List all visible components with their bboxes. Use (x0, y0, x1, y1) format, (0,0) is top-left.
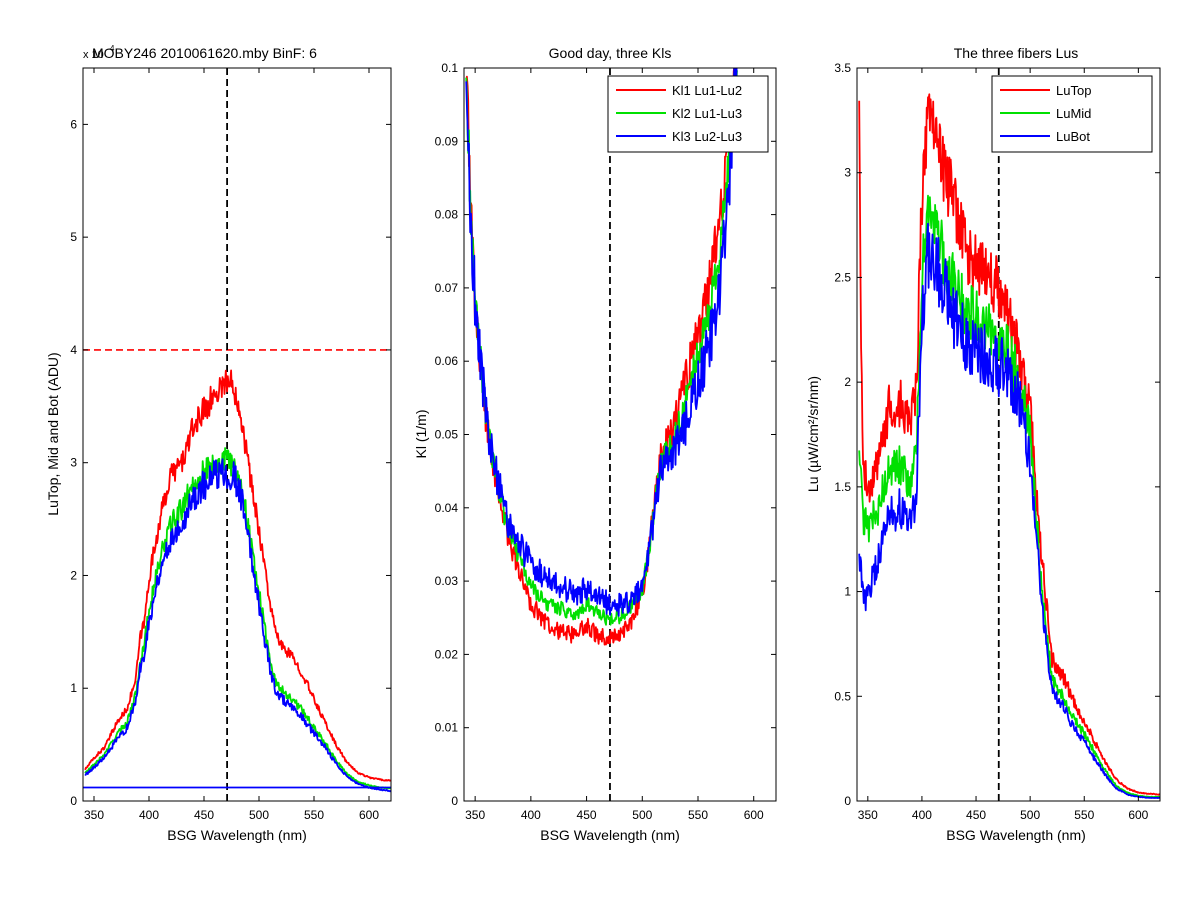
y-tick-label: 2.5 (834, 270, 851, 284)
x-tick-label: 500 (249, 808, 269, 822)
legend-label: LuMid (1056, 106, 1091, 121)
y-tick-label: 0.5 (834, 689, 851, 703)
panel-3-y-axis-label: Lu (µW/cm²/sr/nm) (805, 376, 821, 492)
y-tick-label: 0 (70, 794, 77, 808)
panel-3-title: The three fibers Lus (954, 45, 1079, 61)
y-tick-label: 0.06 (435, 354, 459, 368)
plot-area-2 (465, 68, 738, 801)
plot-area-3 (858, 68, 1160, 801)
x-tick-label: 600 (359, 808, 379, 822)
series-line-2 (465, 68, 738, 626)
x-tick-label: 450 (966, 808, 986, 822)
y-tick-label: 0.03 (435, 574, 459, 588)
panel-3-axes: 350 400 450 500 550 60000.511.522.533.5LuTopL… (834, 61, 1161, 822)
panel-2-y-axis-label: Kl (1/m) (413, 410, 429, 459)
x-tick-label: 400 (521, 808, 541, 822)
x-tick-label: 600 (744, 808, 764, 822)
series-line-1 (84, 369, 391, 782)
legend: Kl1 Lu1-Lu2 Kl2 Lu1-Lu3 Kl3 Lu2-Lu3 (607, 75, 769, 153)
panel-1-title: MOBY246 2010061620.mby BinF: 6 (92, 45, 317, 61)
axes-box (82, 67, 392, 802)
legend-label: LuBot (1056, 129, 1090, 144)
panel-2: Good day, three Kls 350 400 450 500 550 600 0 0… (413, 45, 777, 843)
y-tick-label: 0.05 (435, 428, 459, 442)
y-tick-label: 0.07 (435, 281, 459, 295)
panel-1-x-axis-label: BSG Wavelength (nm) (167, 827, 307, 843)
x-tick-label: 550 (688, 808, 708, 822)
y-tick-label: 0.02 (435, 647, 459, 661)
y-tick-label: 3.5 (834, 61, 851, 75)
series-line-1 (858, 93, 1160, 796)
plot-area-1 (83, 68, 391, 801)
y-tick-label: 0 (451, 794, 458, 808)
panel-1-y-axis-label: LuTop, Mid and Bot (ADU) (45, 352, 61, 515)
x-tick-label: 350 (84, 808, 104, 822)
legend-label: Kl2 Lu1-Lu3 (672, 106, 742, 121)
legend-label: Kl1 Lu1-Lu2 (672, 83, 742, 98)
legend-label: LuTop (1056, 83, 1091, 98)
y-tick-label: 3 (844, 166, 851, 180)
x-tick-label: 550 (1074, 808, 1094, 822)
legend-label: Kl3 Lu2-Lu3 (672, 129, 742, 144)
legend: LuTop LuMid LuBot (991, 75, 1153, 153)
x-tick-label: 400 (912, 808, 932, 822)
series-line-1 (465, 68, 738, 646)
x-tick-label: 450 (194, 808, 214, 822)
y-tick-label: 0 (844, 794, 851, 808)
y-tick-label: 1 (844, 585, 851, 599)
series-line-3 (858, 222, 1160, 799)
axes-box (856, 67, 1161, 802)
x-tick-label: 400 (139, 808, 159, 822)
y-tick-label: 5 (70, 230, 77, 244)
panel-1: MOBY246 2010061620.mby BinF: 6 x 10 4 35… (45, 44, 392, 843)
panel-1-y-exponent: x 10 (83, 49, 104, 61)
panel-2-title: Good day, three Kls (549, 45, 672, 61)
y-tick-label: 0.04 (435, 501, 459, 515)
panel-1-y-exponent-power: 4 (110, 44, 115, 53)
y-tick-label: 6 (70, 117, 77, 131)
panel-2-x-axis-label: BSG Wavelength (nm) (540, 827, 680, 843)
y-tick-label: 0.09 (435, 134, 459, 148)
x-tick-label: 600 (1128, 808, 1148, 822)
x-tick-label: 350 (858, 808, 878, 822)
panel-1-axes: 350 400 450 500 550 600 0 1 2 3 4 5 6 (70, 67, 392, 822)
panel-3: The three fibers Lus 350 400 450 500 550 600 0… (805, 45, 1161, 843)
y-tick-label: 0.08 (435, 208, 459, 222)
x-tick-label: 550 (304, 808, 324, 822)
x-tick-label: 350 (465, 808, 485, 822)
x-tick-label: 500 (1020, 808, 1040, 822)
y-tick-label: 0.01 (435, 721, 459, 735)
x-tick-label: 500 (632, 808, 652, 822)
y-tick-label: 2 (70, 568, 77, 582)
series-line-3 (84, 458, 391, 793)
y-tick-label: 1 (70, 681, 77, 695)
y-tick-label: 3 (70, 456, 77, 470)
y-tick-label: 0.1 (441, 61, 458, 75)
y-tick-label: 2 (844, 375, 851, 389)
y-tick-label: 4 (70, 343, 77, 357)
series-line-3 (465, 68, 738, 617)
panel-2-axes: 350 400 450 500 550 600 0 0.01 0.02 0.03 0.04 0.05 0… (435, 61, 777, 822)
x-tick-label: 450 (577, 808, 597, 822)
y-tick-label: 1.5 (834, 480, 851, 494)
panel-3-x-axis-label: BSG Wavelength (nm) (946, 827, 1086, 843)
